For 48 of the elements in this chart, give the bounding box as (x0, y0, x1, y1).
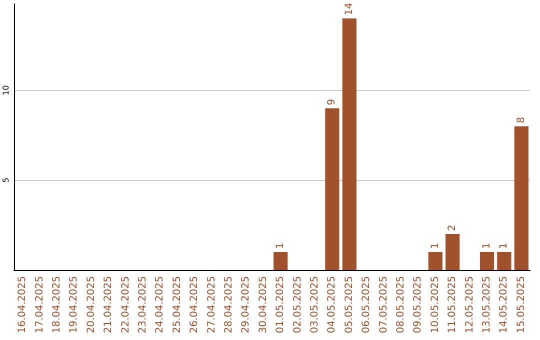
bar (342, 18, 356, 270)
x-tick-label: 27.04.2025 (206, 276, 218, 334)
data-label: 14 (344, 2, 355, 16)
bar (497, 252, 512, 270)
x-tick-label: 09.05.2025 (412, 276, 424, 334)
x-tick-label: 18.04.2025 (52, 276, 62, 334)
data-label: 8 (516, 116, 527, 124)
y-tick-label: 5 (2, 178, 10, 183)
x-tick-label: 20.04.2025 (86, 276, 97, 334)
bar (446, 234, 460, 270)
x-tick-label: 15.05.2025 (516, 276, 527, 334)
x-tick-label: 01.05.2025 (275, 276, 286, 334)
data-label: 2 (447, 224, 458, 232)
bar (428, 252, 442, 270)
data-label: 1 (498, 242, 510, 250)
x-tick-label: 10.05.2025 (430, 276, 441, 334)
x-tick-label: 22.04.2025 (120, 276, 132, 334)
data-label: 1 (430, 242, 441, 250)
bar (325, 108, 340, 270)
x-tick-label: 12.05.2025 (464, 276, 476, 334)
x-tick-label: 06.05.2025 (361, 276, 372, 334)
x-tick-label: 07.05.2025 (378, 276, 390, 334)
x-tick-label: 24.04.2025 (154, 276, 166, 334)
x-tick-label: 03.05.2025 (310, 276, 320, 334)
x-tick-label: 26.04.2025 (189, 276, 200, 334)
x-tick-label: 29.04.2025 (240, 276, 252, 334)
x-tick-label: 02.05.2025 (292, 276, 304, 334)
data-label: 1 (482, 242, 492, 250)
x-tick-label: 05.05.2025 (344, 276, 355, 334)
x-tick-label: 08.05.2025 (396, 276, 406, 334)
data-label: 9 (326, 98, 338, 106)
x-tick-label: 16.04.2025 (17, 276, 28, 334)
x-tick-label: 25.04.2025 (172, 276, 183, 334)
x-tick-label: 19.04.2025 (68, 276, 80, 334)
bar (274, 252, 288, 270)
x-tick-label: 17.04.2025 (34, 276, 46, 334)
x-tick-label: 13.05.2025 (482, 276, 492, 334)
x-tick-label: 04.05.2025 (326, 276, 338, 334)
x-tick-label: 30.04.2025 (258, 276, 269, 334)
x-tick-label: 21.04.2025 (103, 276, 114, 334)
bar (480, 252, 494, 270)
y-tick-label: 10 (2, 85, 10, 96)
data-label: 1 (275, 242, 286, 250)
x-tick-label: 23.04.2025 (138, 276, 148, 334)
x-tick-label: 28.04.2025 (224, 276, 234, 334)
x-tick-label: 14.05.2025 (498, 276, 510, 334)
x-tick-label: 11.05.2025 (447, 276, 458, 334)
bar (514, 126, 528, 270)
